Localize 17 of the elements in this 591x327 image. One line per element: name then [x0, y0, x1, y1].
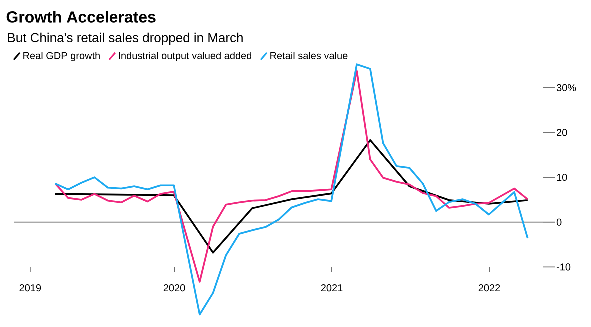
line-series	[54, 64, 529, 316]
x-tick-label: 2021	[321, 284, 343, 292]
legend-label: Real GDP growth	[24, 52, 100, 62]
y-tick-label: 20	[557, 129, 568, 136]
y-tick-label: 30%	[556, 84, 576, 92]
y-tick-label: 0	[556, 218, 562, 226]
y-tick-label: 10	[557, 174, 568, 182]
legend-label: Retail sales value	[270, 52, 348, 60]
chart-subtitle: But China's retail sales dropped in March	[8, 32, 243, 46]
y-tick-label: -10	[556, 264, 571, 271]
chart-title: Growth Accelerates	[6, 11, 156, 23]
x-tick-label: 2022	[478, 284, 500, 292]
line-series	[54, 70, 529, 283]
x-tick-label: 2020	[164, 284, 186, 292]
line-series	[54, 139, 529, 254]
x-tick-label: 2019	[20, 284, 42, 292]
legend-label: Industrial output valued added	[119, 52, 252, 62]
